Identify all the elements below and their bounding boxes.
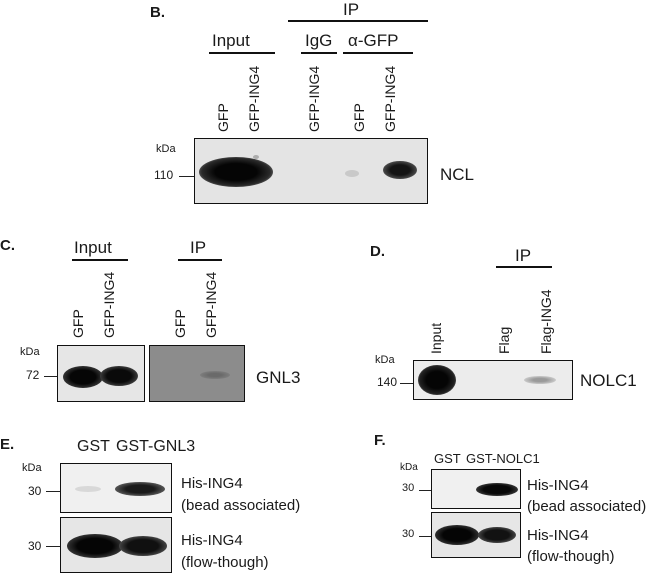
panel-f-marker-top: 30 bbox=[402, 482, 415, 494]
panel-b-blot-ncl bbox=[194, 138, 428, 204]
band bbox=[435, 525, 479, 545]
panel-e-label-bottom-2: (flow-though) bbox=[181, 554, 269, 571]
panel-f-letter: F. bbox=[374, 432, 386, 449]
panel-c-input-header: Input bbox=[74, 238, 112, 257]
panel-c-lane-4: GFP-ING4 bbox=[203, 271, 219, 338]
panel-f-lane-1: GST bbox=[434, 451, 461, 466]
panel-b-ip-line bbox=[288, 20, 428, 22]
panel-b-igg-line bbox=[301, 52, 337, 54]
panel-c-kda: kDa bbox=[20, 346, 40, 358]
band bbox=[67, 534, 123, 558]
panel-d-lane-2: Flag bbox=[496, 326, 512, 354]
panel-b-kda: kDa bbox=[156, 143, 176, 155]
band bbox=[119, 536, 167, 556]
panel-b-marker-tick bbox=[179, 176, 195, 177]
panel-b-input-line bbox=[209, 52, 275, 54]
panel-f-marker-bottom: 30 bbox=[402, 528, 415, 540]
panel-d-kda: kDa bbox=[375, 354, 395, 366]
panel-c-protein-label: GNL3 bbox=[256, 368, 301, 387]
panel-f-kda: kDa bbox=[400, 462, 418, 473]
panel-b-lane-2: GFP-ING4 bbox=[246, 65, 262, 132]
band bbox=[199, 157, 273, 187]
panel-c-marker-tick bbox=[44, 376, 58, 377]
panel-f-blot-bottom bbox=[431, 512, 521, 558]
panel-c-lane-1: GFP bbox=[70, 309, 86, 338]
panel-d-marker: 140 bbox=[377, 375, 398, 389]
panel-c-input-line bbox=[72, 259, 128, 261]
panel-e-label-top-1: His-ING4 bbox=[181, 475, 243, 492]
band bbox=[115, 482, 165, 496]
panel-f-label-bottom-2: (flow-though) bbox=[527, 548, 615, 565]
panel-e-lane-1: GST bbox=[77, 438, 110, 455]
panel-d-ip-line bbox=[496, 266, 552, 268]
panel-c-blot-input bbox=[57, 345, 145, 402]
panel-d-marker-tick bbox=[400, 383, 414, 384]
panel-b-agfp-line bbox=[343, 52, 413, 54]
panel-e-marker-top: 30 bbox=[28, 484, 42, 498]
panel-c-blot-ip bbox=[149, 345, 245, 402]
band bbox=[476, 483, 518, 496]
band bbox=[63, 366, 103, 388]
panel-d-lane-1: Input bbox=[428, 322, 444, 354]
panel-f-label-bottom-1: His-ING4 bbox=[527, 527, 589, 544]
panel-e-letter: E. bbox=[0, 436, 15, 453]
panel-b-marker: 110 bbox=[154, 168, 174, 182]
panel-b-input-header: Input bbox=[212, 31, 250, 50]
panel-b-lane-3: GFP-ING4 bbox=[306, 65, 322, 132]
panel-d-ip-header: IP bbox=[515, 246, 532, 265]
panel-f-lane-2: GST-NOLC1 bbox=[466, 451, 540, 466]
panel-b-lane-1: GFP bbox=[215, 103, 231, 132]
panel-e-marker-bottom: 30 bbox=[28, 539, 42, 553]
panel-b-igg-header: IgG bbox=[305, 31, 333, 50]
panel-b-ip-header: IP bbox=[343, 0, 360, 19]
panel-d-blot-nolc1 bbox=[413, 360, 573, 400]
band bbox=[478, 527, 516, 543]
panel-e-blot-top bbox=[60, 463, 172, 513]
panel-f-marker-tick-top bbox=[419, 490, 431, 491]
panel-d-letter: D. bbox=[370, 243, 385, 260]
panel-f-label-top-2: (bead associated) bbox=[527, 498, 647, 515]
panel-d-protein-label: NOLC1 bbox=[580, 371, 637, 390]
panel-e-label-bottom-1: His-ING4 bbox=[181, 532, 243, 549]
band bbox=[75, 486, 101, 492]
panel-f-blot-top bbox=[431, 469, 521, 509]
panel-b-lane-5: GFP-ING4 bbox=[382, 65, 398, 132]
panel-e-marker-tick-top bbox=[46, 491, 60, 492]
panel-c-letter: C. bbox=[0, 237, 15, 254]
panel-e-kda: kDa bbox=[22, 462, 42, 474]
band bbox=[200, 371, 230, 379]
panel-d-lane-3: Flag-ING4 bbox=[538, 289, 554, 354]
panel-e-blot-bottom bbox=[60, 517, 172, 573]
panel-f-marker-tick-bottom bbox=[419, 536, 431, 537]
band bbox=[524, 376, 556, 384]
panel-f-label-top-1: His-ING4 bbox=[527, 477, 589, 494]
panel-c-marker: 72 bbox=[26, 368, 40, 382]
panel-e-marker-tick-bottom bbox=[46, 546, 60, 547]
panel-c-lane-2: GFP-ING4 bbox=[101, 271, 117, 338]
panel-b-agfp-header: α-GFP bbox=[348, 31, 399, 50]
panel-e-lane-2: GST-GNL3 bbox=[116, 438, 196, 455]
band bbox=[418, 365, 456, 395]
panel-b-protein-label: NCL bbox=[440, 165, 475, 184]
panel-c-lane-3: GFP bbox=[172, 309, 188, 338]
panel-e-label-top-2: (bead associated) bbox=[181, 497, 301, 514]
band bbox=[100, 366, 138, 386]
panel-c-ip-header: IP bbox=[190, 238, 207, 257]
panel-b-letter: B. bbox=[150, 4, 165, 21]
panel-b-lane-4: GFP bbox=[351, 103, 367, 132]
band bbox=[383, 161, 417, 179]
band bbox=[253, 155, 259, 159]
band bbox=[345, 170, 359, 177]
panel-c-ip-line bbox=[178, 259, 222, 261]
